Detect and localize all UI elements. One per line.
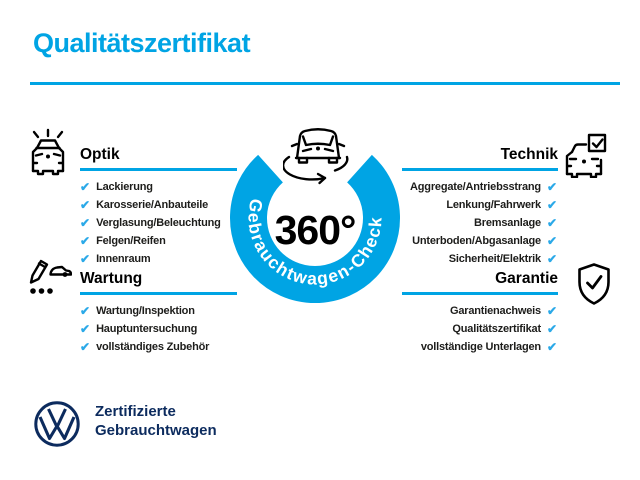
checklist-item: ✔ Hauptuntersuchung xyxy=(80,320,209,338)
checklist-item: ✔ Innenraum xyxy=(80,250,221,268)
checklist-item-label: Hauptuntersuchung xyxy=(96,323,198,335)
page-title: Qualitätszertifikat xyxy=(33,28,251,58)
checklist-item: vollständige Unterlagen ✔ xyxy=(340,338,557,356)
checklist-item: ✔ Lackierung xyxy=(80,178,221,196)
checklist-item-label: Unterboden/Abgasanlage xyxy=(412,235,541,247)
check-icon: ✔ xyxy=(80,216,91,230)
check-icon: ✔ xyxy=(546,340,557,354)
car-headlights-icon xyxy=(31,128,65,176)
checklist-item-label: Felgen/Reifen xyxy=(96,235,166,247)
checklist-item: Sicherheit/Elektrik ✔ xyxy=(340,250,557,268)
car-rotation-icon xyxy=(283,128,349,185)
check-icon: ✔ xyxy=(546,304,557,318)
check-icon: ✔ xyxy=(546,322,557,336)
checklist-item-label: vollständiges Zubehör xyxy=(96,341,210,353)
checklist-item: ✔ Wartung/Inspektion xyxy=(80,302,209,320)
section-underline xyxy=(80,292,237,295)
car-checkbox-icon xyxy=(565,133,607,178)
title-divider xyxy=(30,82,620,85)
footer-line1: Zertifizierte xyxy=(95,403,176,420)
checklist-item: ✔ Karosserie/Anbauteile xyxy=(80,196,221,214)
check-icon: ✔ xyxy=(546,198,557,212)
checklist-item: Aggregate/Antriebsstrang ✔ xyxy=(340,178,557,196)
360-degree-value: 360° xyxy=(274,207,357,253)
check-icon: ✔ xyxy=(80,252,91,266)
technik-checklist: Aggregate/Antriebsstrang ✔ Lenkung/Fahrwe… xyxy=(340,178,557,268)
check-icon: ✔ xyxy=(546,234,557,248)
checklist-item-label: Garantienachweis xyxy=(449,305,541,317)
check-icon: ✔ xyxy=(80,304,91,318)
checklist-item-label: Qualitätszertifikat xyxy=(452,323,541,335)
check-icon: ✔ xyxy=(546,216,557,230)
checklist-item-label: Aggregate/Antriebsstrang xyxy=(410,181,541,193)
checklist-item-label: Lenkung/Fahrwerk xyxy=(446,199,541,211)
footer-line2: Gebrauchtwagen xyxy=(95,422,217,439)
section-title-technik: Technik xyxy=(500,146,558,163)
section-underline xyxy=(402,168,558,171)
checklist-item-label: Innenraum xyxy=(96,253,151,265)
check-icon: ✔ xyxy=(80,322,91,336)
check-icon: ✔ xyxy=(80,340,91,354)
360-check-ring: Gebrauchtwagen-Check xyxy=(230,154,400,303)
check-icon: ✔ xyxy=(546,180,557,194)
section-underline xyxy=(80,168,237,171)
checklist-item: ✔ Verglasung/Beleuchtung xyxy=(80,214,221,232)
checklist-item-label: vollständige Unterlagen xyxy=(420,341,541,353)
shield-check-icon xyxy=(578,263,610,305)
check-icon: ✔ xyxy=(546,252,557,266)
vw-logo xyxy=(34,401,80,447)
checklist-item-label: Bremsanlage xyxy=(474,217,541,229)
checklist-item-label: Verglasung/Beleuchtung xyxy=(96,217,221,229)
checklist-item: Unterboden/Abgasanlage ✔ xyxy=(340,232,557,250)
checklist-item: Lenkung/Fahrwerk ✔ xyxy=(340,196,557,214)
checklist-item-label: Sicherheit/Elektrik xyxy=(448,253,541,265)
checklist-item-label: Karosserie/Anbauteile xyxy=(96,199,209,211)
check-icon: ✔ xyxy=(80,198,91,212)
checklist-item: Bremsanlage ✔ xyxy=(340,214,557,232)
checklist-item: Garantienachweis ✔ xyxy=(340,302,557,320)
section-title-wartung: Wartung xyxy=(80,270,143,287)
checklist-item-label: Lackierung xyxy=(96,181,153,193)
checklist-item: ✔ vollständiges Zubehör xyxy=(80,338,209,356)
garantie-checklist: Garantienachweis ✔ Qualitätszertifikat ✔ v… xyxy=(340,302,557,356)
check-icon: ✔ xyxy=(80,234,91,248)
checklist-item: ✔ Felgen/Reifen xyxy=(80,232,221,250)
section-title-garantie: Garantie xyxy=(495,270,558,287)
checklist-item-label: Wartung/Inspektion xyxy=(96,305,195,317)
checklist-item: Qualitätszertifikat ✔ xyxy=(340,320,557,338)
pencil-car-icon xyxy=(29,259,72,294)
wartung-checklist: ✔ Wartung/Inspektion ✔ Hauptuntersuchung ✔… xyxy=(80,302,209,356)
check-icon: ✔ xyxy=(80,180,91,194)
section-underline xyxy=(402,292,558,295)
section-title-optik: Optik xyxy=(80,146,120,163)
footer-brand-label: Zertifizierte Gebrauchtwagen xyxy=(95,402,217,440)
optik-checklist: ✔ Lackierung ✔ Karosserie/Anbauteile ✔ Verg… xyxy=(80,178,221,268)
